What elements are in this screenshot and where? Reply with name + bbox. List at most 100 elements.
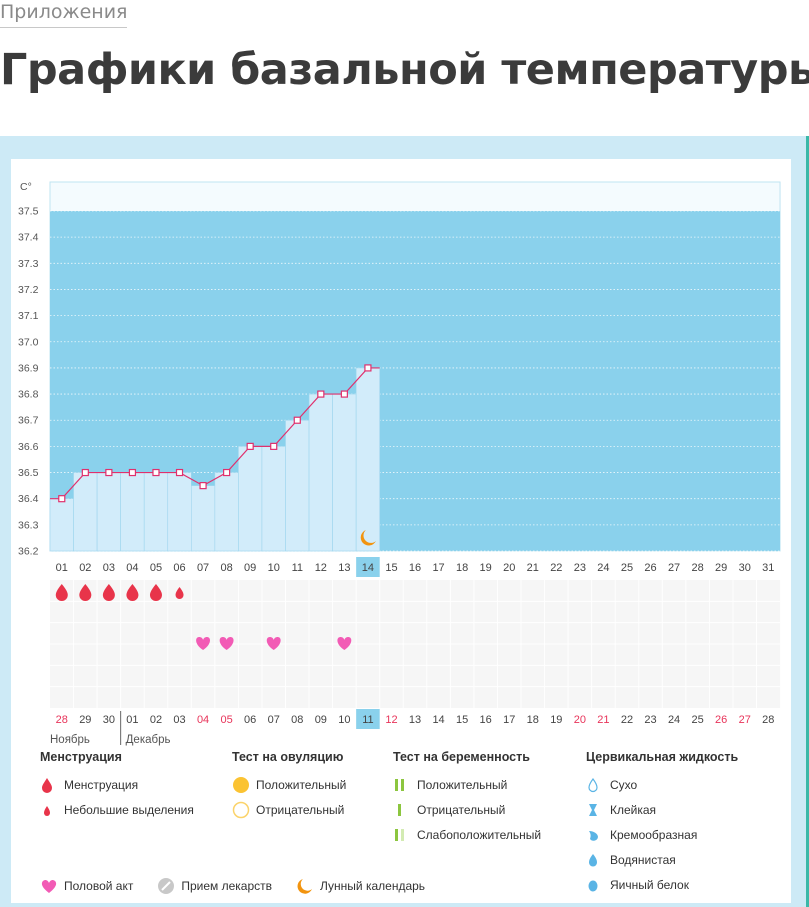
menstruation-drop-icon bbox=[126, 584, 139, 601]
menstruation-drop-icon bbox=[55, 584, 68, 601]
temperature-bar bbox=[355, 367, 380, 552]
temperature-point bbox=[152, 468, 160, 477]
temperature-bar bbox=[96, 472, 121, 552]
cycle-day-label: 06 bbox=[173, 562, 185, 574]
egg-white-icon bbox=[586, 875, 608, 895]
calendar-date-label: 10 bbox=[338, 714, 350, 726]
legend-cervical-title: Цервикальная жидкость bbox=[586, 750, 739, 764]
cycle-day-label: 01 bbox=[56, 562, 68, 574]
menstruation-drop-icon bbox=[79, 584, 92, 601]
one-line-icon bbox=[393, 800, 415, 820]
temperature-point bbox=[364, 364, 372, 372]
y-tick-label: 37.5 bbox=[18, 206, 39, 218]
cycle-day-label: 19 bbox=[480, 562, 492, 574]
temperature-bar bbox=[49, 498, 74, 552]
temperature-point bbox=[199, 482, 207, 490]
legend-menstruation-title: Менструация bbox=[40, 750, 122, 764]
y-tick-label: 37.3 bbox=[18, 258, 39, 270]
legend-item-pregnancy-negative: Отрицательный bbox=[393, 797, 541, 822]
two-lines-icon bbox=[393, 775, 415, 795]
temperature-point bbox=[246, 442, 254, 450]
cycle-day-label: 23 bbox=[574, 562, 586, 574]
y-tick-label: 36.5 bbox=[18, 467, 39, 479]
legend-item-intercourse: Половой акт bbox=[40, 873, 133, 898]
panel-scroll-edge bbox=[806, 136, 809, 907]
calendar-date-label: 06 bbox=[244, 714, 256, 726]
cycle-day-label: 29 bbox=[715, 562, 727, 574]
legend-label: Лунный календарь bbox=[320, 878, 426, 893]
cycle-day-label: 28 bbox=[692, 562, 704, 574]
legend-item-ovulation-negative: Отрицательный bbox=[232, 797, 346, 822]
small-drop-icon bbox=[40, 800, 62, 820]
legend-label: Положительный bbox=[256, 777, 347, 792]
breadcrumb[interactable]: Приложения bbox=[0, 0, 128, 28]
temperature-bar bbox=[285, 419, 310, 552]
calendar-date-label: 24 bbox=[668, 714, 680, 726]
cycle-day-label: 18 bbox=[456, 562, 468, 574]
cycle-day-label: 26 bbox=[644, 562, 656, 574]
y-unit-label: C° bbox=[20, 181, 32, 193]
legend-bottom: Половой акт Прием лекарств Лунный календ… bbox=[40, 873, 425, 898]
y-tick-label: 36.6 bbox=[18, 441, 39, 453]
legend-item-pregnancy-weak: Слабоположительный bbox=[393, 822, 541, 847]
calendar-date-label: 02 bbox=[150, 714, 162, 726]
cycle-day-label: 24 bbox=[597, 562, 609, 574]
legend-label: Менструация bbox=[64, 777, 139, 792]
cycle-day-label: 10 bbox=[268, 562, 280, 574]
legend-item-pregnancy-positive: Положительный bbox=[393, 772, 541, 797]
cycle-day-label: 13 bbox=[338, 562, 350, 574]
calendar-date-label: 07 bbox=[268, 714, 280, 726]
calendar-date-label: 30 bbox=[103, 714, 115, 726]
temperature-line bbox=[50, 367, 380, 500]
temperature-point bbox=[58, 495, 66, 503]
y-tick-label: 37.1 bbox=[18, 310, 39, 322]
temperature-point bbox=[128, 468, 137, 477]
cycle-day-label: 12 bbox=[315, 562, 327, 574]
y-tick-label: 36.9 bbox=[18, 362, 39, 374]
temperature-point bbox=[340, 390, 348, 398]
heart-icon bbox=[337, 637, 352, 650]
cycle-day-label: 14 bbox=[362, 562, 374, 574]
legend-label: Кремообразная bbox=[610, 827, 698, 842]
cycle-day-label: 21 bbox=[527, 562, 539, 574]
cycle-day-label: 08 bbox=[221, 562, 233, 574]
moon-icon bbox=[360, 530, 376, 546]
temperature-point bbox=[81, 468, 89, 477]
filled-circle-icon bbox=[232, 775, 254, 795]
cycle-day-label: 05 bbox=[150, 562, 162, 574]
legend-label: Небольшие выделения bbox=[64, 802, 194, 817]
y-tick-label: 36.3 bbox=[18, 519, 39, 531]
temperature-bar bbox=[167, 472, 192, 552]
temperature-bar bbox=[261, 446, 286, 552]
calendar-date-label: 28 bbox=[56, 714, 68, 726]
y-tick-label: 37.2 bbox=[18, 284, 39, 296]
legend-label: Слабоположительный bbox=[417, 827, 542, 842]
menstruation-drop-icon bbox=[102, 584, 115, 601]
legend-item-dry: Сухо bbox=[586, 772, 738, 797]
cycle-day-label: 04 bbox=[126, 562, 138, 574]
calendar-date-label: 27 bbox=[739, 714, 751, 726]
legend-ovulation-test: Тест на овуляцию Положительный Отрицател… bbox=[232, 750, 346, 822]
calendar-date-label: 14 bbox=[432, 714, 444, 726]
legend-ovulation-title: Тест на овуляцию bbox=[232, 750, 344, 764]
legend-pregnancy-title: Тест на беременность bbox=[393, 750, 530, 764]
temperature-bar bbox=[308, 393, 333, 552]
temperature-bar bbox=[143, 472, 169, 552]
legend-item-watery: Водянистая bbox=[586, 847, 738, 872]
legend-menstruation: Менструация Менструация Небольшие выделе… bbox=[40, 750, 194, 822]
cycle-day-label: 02 bbox=[79, 562, 91, 574]
today-highlight-bottom bbox=[356, 709, 380, 729]
legend-label: Яичный белок bbox=[610, 877, 689, 892]
temperature-bar bbox=[214, 472, 239, 552]
temperature-bar bbox=[238, 446, 263, 552]
legend-item-menstruation: Менструация bbox=[40, 772, 194, 797]
calendar-date-label: 11 bbox=[362, 714, 373, 726]
cycle-day-label: 25 bbox=[621, 562, 633, 574]
calendar-date-label: 29 bbox=[79, 714, 91, 726]
calendar-date-label: 04 bbox=[197, 714, 209, 726]
cycle-day-label: 27 bbox=[668, 562, 680, 574]
calendar-date-label: 20 bbox=[574, 714, 586, 726]
temperature-point bbox=[175, 468, 184, 477]
legend-item-creamy: Кремообразная bbox=[586, 822, 738, 847]
empty-circle-icon bbox=[232, 800, 254, 820]
